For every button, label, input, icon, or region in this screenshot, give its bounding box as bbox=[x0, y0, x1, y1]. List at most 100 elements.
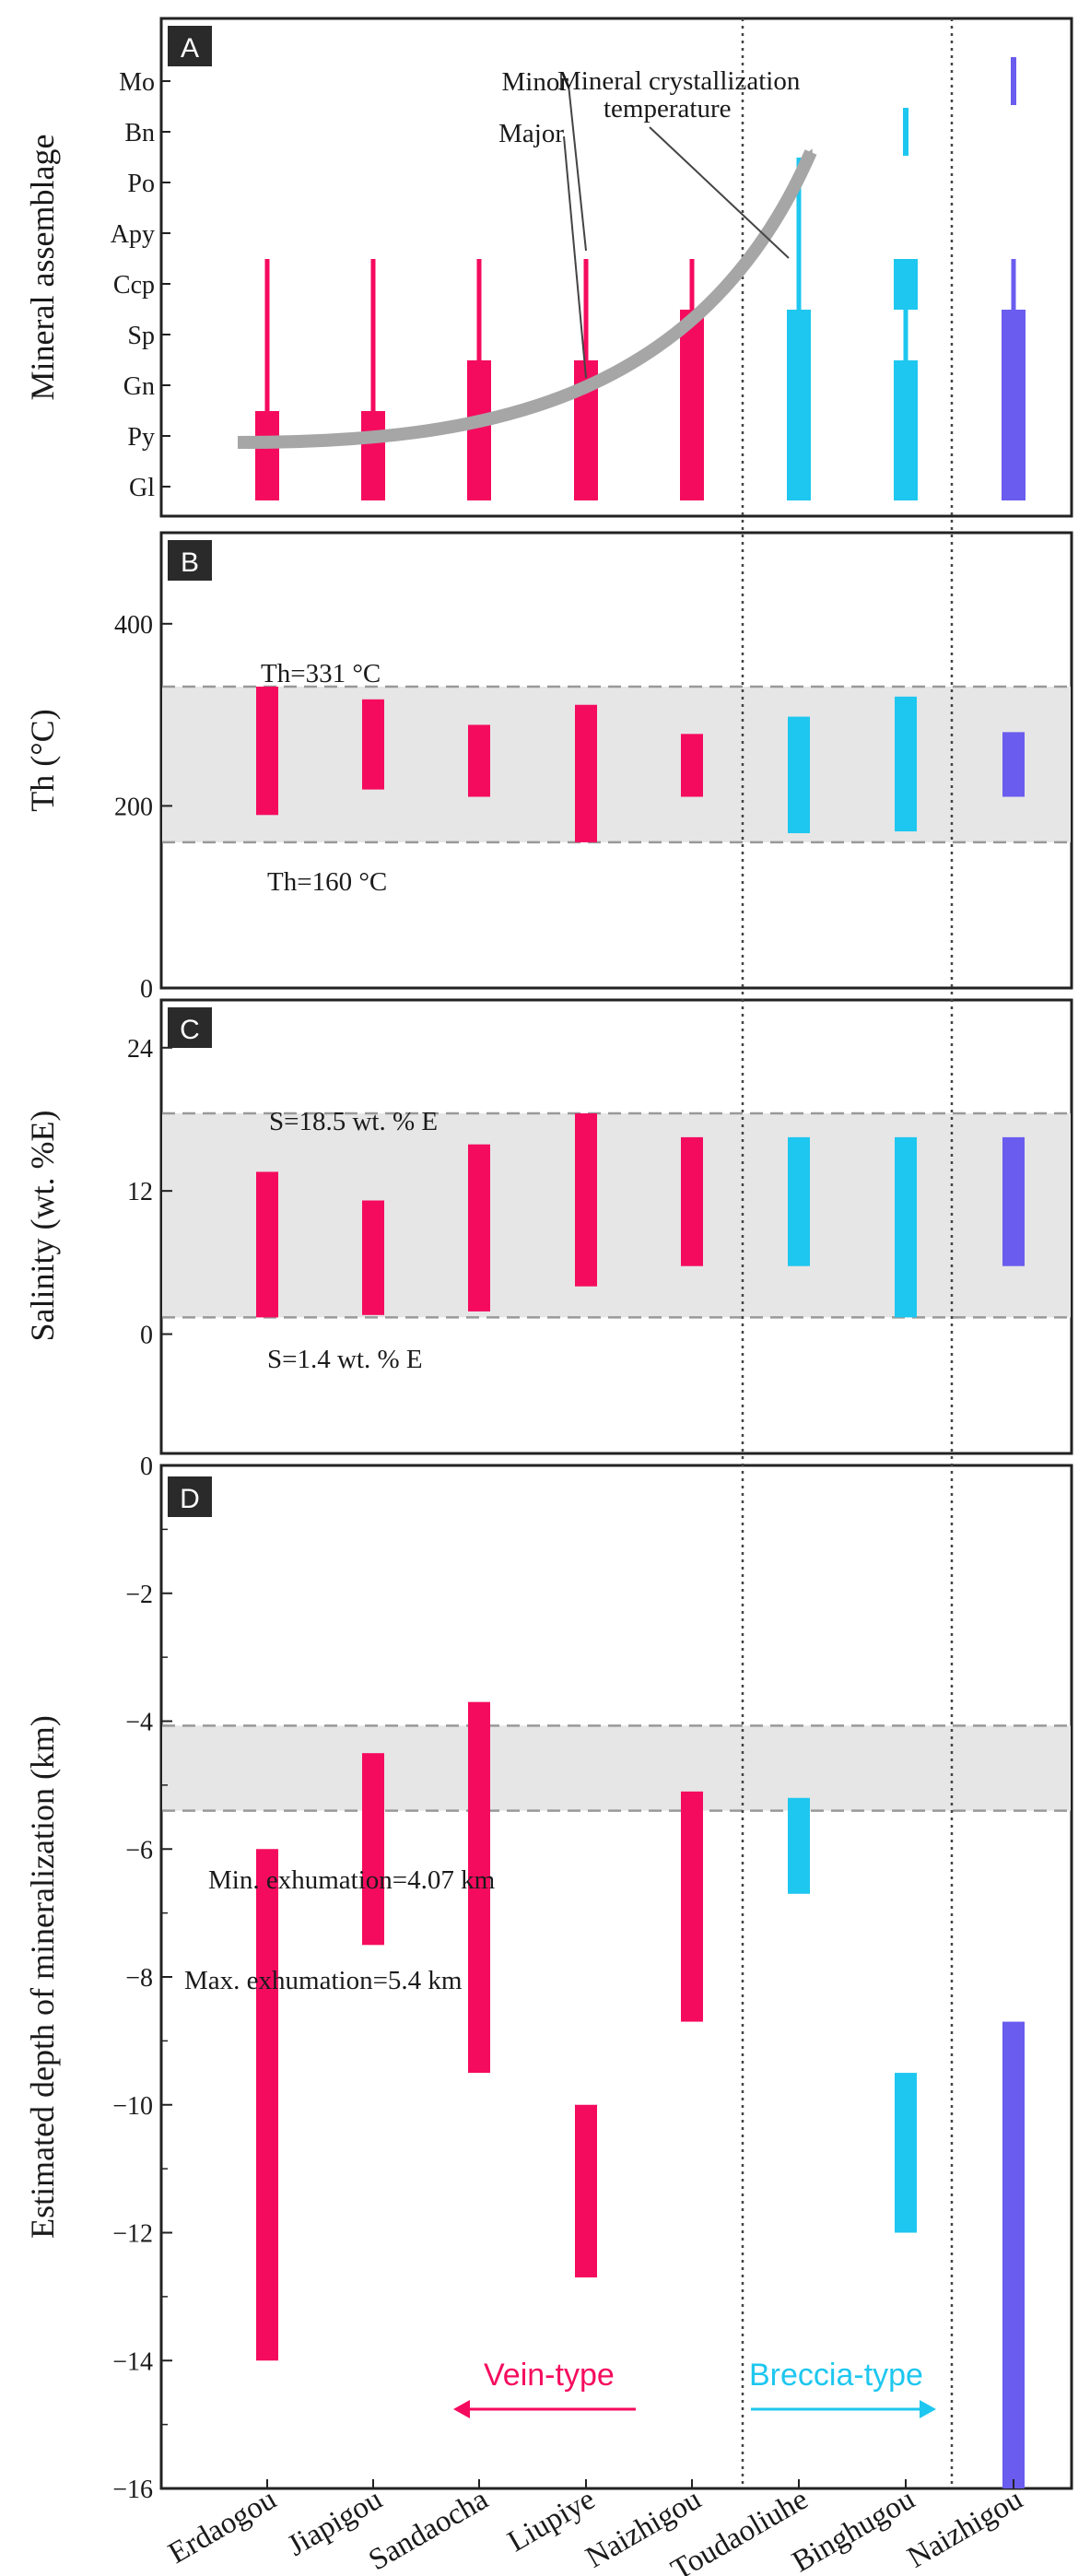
panel-letter-c-box bbox=[168, 1007, 212, 1048]
panel-d-ytick-label: −4 bbox=[125, 1709, 153, 1737]
panel-b-ytick-label: 400 bbox=[114, 611, 153, 640]
panel-c-band-upper-label: S=18.5 wt. % E bbox=[269, 1107, 438, 1136]
panel-c-band bbox=[162, 1113, 1071, 1318]
panel-b-band bbox=[162, 686, 1071, 842]
panel-d-ytick-label: 0 bbox=[140, 1453, 153, 1481]
minor-bar-extra bbox=[1011, 57, 1016, 105]
mineral-tick-label: Mo bbox=[119, 68, 155, 97]
major-bar bbox=[467, 360, 491, 500]
major-bar bbox=[680, 310, 704, 500]
panel-d-ytick-label: −6 bbox=[125, 1836, 153, 1864]
panel-d-range-bar bbox=[575, 2104, 597, 2278]
x-axis-label: Naizhigou bbox=[902, 2483, 1028, 2575]
panel-b-range-bar bbox=[362, 699, 384, 790]
panel-d-ytick-label: −10 bbox=[112, 2092, 153, 2121]
major-bar-extra bbox=[894, 259, 918, 310]
panel-b-range-bar bbox=[256, 686, 278, 816]
panel-c-ytick-label: 12 bbox=[127, 1178, 153, 1206]
panel-a-ylabel: Mineral assemblage bbox=[24, 135, 61, 401]
mineral-tick-label: Bn bbox=[124, 119, 155, 147]
panel-d-range-bar bbox=[895, 2073, 917, 2233]
panel-c-range-bar bbox=[362, 1200, 384, 1315]
minor-bar bbox=[476, 259, 482, 360]
temperature-label-line-2: temperature bbox=[604, 94, 731, 124]
minor-bar bbox=[689, 259, 695, 310]
minor-bar bbox=[583, 259, 589, 360]
panel-b-ytick-label: 0 bbox=[140, 975, 153, 1004]
x-axis-label: Sandaocha bbox=[363, 2483, 494, 2576]
panel-letter-c: C bbox=[180, 1015, 200, 1045]
panel-d-range-bar bbox=[468, 1701, 490, 2074]
minor-bar bbox=[796, 158, 802, 310]
panel-c-range-bar bbox=[468, 1144, 490, 1312]
major-bar bbox=[361, 411, 385, 500]
panel-b-frame bbox=[159, 531, 1073, 990]
panel-c-range-bar bbox=[575, 1113, 597, 1287]
panel-d-ylabel: Estimated depth of mineralization (km) bbox=[24, 1715, 61, 2239]
panel-d-ytick-label: −2 bbox=[125, 1581, 153, 1609]
panel-b-range-bar bbox=[788, 716, 810, 834]
panel-d-band-lower-label: Max. exhumation=5.4 km bbox=[184, 1966, 463, 1995]
minor-bar bbox=[264, 259, 270, 411]
major-bar bbox=[1002, 310, 1026, 500]
panel-b-ylabel: Th (°C) bbox=[24, 709, 61, 811]
mineral-tick-label: Gn bbox=[123, 372, 155, 401]
panel-d-range-bar bbox=[788, 1797, 810, 1894]
bar-layer bbox=[255, 57, 1026, 2488]
panel-c-ylabel: Salinity (wt. %E) bbox=[24, 1111, 61, 1342]
breccia-type-arrow-head bbox=[920, 2400, 936, 2418]
panel-b-range-bar bbox=[468, 724, 490, 797]
panel-d-band bbox=[162, 1725, 1071, 1811]
panel-letter-a: A bbox=[181, 33, 199, 64]
panel-b-range-bar bbox=[681, 734, 703, 797]
panel-c-range-bar bbox=[1002, 1136, 1025, 1266]
x-axis-label: Erdaogou bbox=[163, 2483, 282, 2570]
panel-b-band-lower-label: Th=160 °C bbox=[267, 867, 387, 897]
mineral-tick-label: Sp bbox=[127, 322, 155, 350]
major-leader-line bbox=[563, 135, 587, 379]
panel-c-range-bar bbox=[256, 1171, 278, 1318]
panel-d-range-bar bbox=[681, 1791, 703, 2022]
panel-c-frame bbox=[159, 998, 1073, 1455]
mineral-tick-label: Ccp bbox=[113, 271, 155, 300]
vein-type-label: Vein-type bbox=[484, 2358, 615, 2393]
minor-leader-line bbox=[568, 84, 587, 252]
crystallization-temperature-arrow bbox=[237, 148, 817, 449]
panel-b-range-bar bbox=[575, 704, 597, 842]
major-bar bbox=[894, 360, 918, 500]
tick-layer: Gl Py Gn Sp Ccp Apy Po Bn Mo 0 200 400 0 12 24 0 −2 −4 −6 −… bbox=[111, 68, 1014, 2504]
minor-bar bbox=[903, 310, 908, 360]
major-bar bbox=[787, 310, 811, 500]
panel-b-ytick-label: 200 bbox=[114, 793, 153, 821]
panel-d-range-bar bbox=[362, 1753, 384, 1946]
panel-c-ytick-label: 0 bbox=[140, 1322, 153, 1350]
panel-d-ytick-label: −12 bbox=[112, 2220, 153, 2249]
panel-d-range-bar bbox=[1002, 2021, 1025, 2488]
minor-bar-extra bbox=[903, 108, 908, 156]
panel-letter-b-box bbox=[168, 540, 212, 581]
x-axis-label: Binghugou bbox=[787, 2483, 920, 2576]
panel-letter-a-box bbox=[168, 26, 212, 66]
panel-b-range-bar bbox=[895, 696, 917, 832]
mineral-tick-label: Apy bbox=[111, 220, 155, 249]
panel-c-range-bar bbox=[681, 1136, 703, 1266]
panel-d-ytick-label: −14 bbox=[112, 2347, 153, 2376]
mineral-tick-label: Py bbox=[127, 423, 155, 452]
panel-c-range-bar bbox=[788, 1136, 810, 1266]
panel-d-ytick-label: −16 bbox=[112, 2476, 153, 2504]
vein-type-arrow-head bbox=[453, 2400, 470, 2418]
panel-letter-b: B bbox=[181, 547, 199, 578]
mineral-tick-label: Po bbox=[127, 170, 155, 198]
mineral-tick-label: Gl bbox=[129, 474, 155, 502]
panel-d-ytick-label: −8 bbox=[125, 1964, 153, 1993]
minor-label: Minor bbox=[502, 67, 569, 97]
panel-c-range-bar bbox=[895, 1136, 917, 1318]
major-label: Major bbox=[498, 119, 564, 148]
panel-c-ytick-label: 24 bbox=[127, 1035, 153, 1064]
panel-a-frame bbox=[159, 17, 1073, 518]
panel-c-band-lower-label: S=1.4 wt. % E bbox=[267, 1345, 423, 1374]
temperature-leader-line bbox=[649, 126, 790, 259]
breccia-type-label: Breccia-type bbox=[749, 2358, 923, 2393]
